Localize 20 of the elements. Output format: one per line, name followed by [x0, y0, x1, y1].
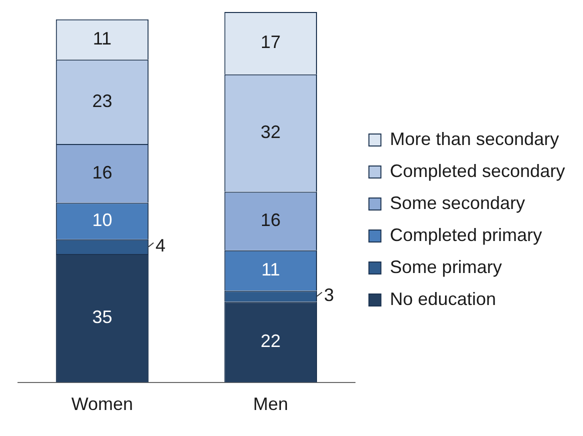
- legend-label: Some primary: [390, 256, 502, 277]
- legend-label: Completed primary: [390, 224, 542, 245]
- data-label: 10: [92, 210, 112, 230]
- data-label: 11: [261, 260, 280, 280]
- x-tick-label: Women: [71, 394, 134, 414]
- data-label: 17: [260, 32, 281, 52]
- data-label: 11: [92, 28, 112, 48]
- legend-label: Completed secondary: [390, 160, 566, 181]
- data-label: 16: [92, 162, 112, 182]
- legend-label: More than secondary: [390, 128, 559, 149]
- legend-label: No education: [390, 288, 496, 309]
- data-label: 32: [260, 122, 281, 142]
- legend-label: Some secondary: [390, 192, 525, 213]
- data-label: 3: [324, 285, 334, 306]
- data-label: 23: [92, 90, 112, 111]
- data-label: 16: [260, 210, 281, 230]
- data-label: 35: [92, 307, 112, 328]
- data-label: 22: [260, 331, 281, 352]
- data-label: 4: [156, 236, 166, 256]
- x-tick-label: Men: [253, 394, 288, 414]
